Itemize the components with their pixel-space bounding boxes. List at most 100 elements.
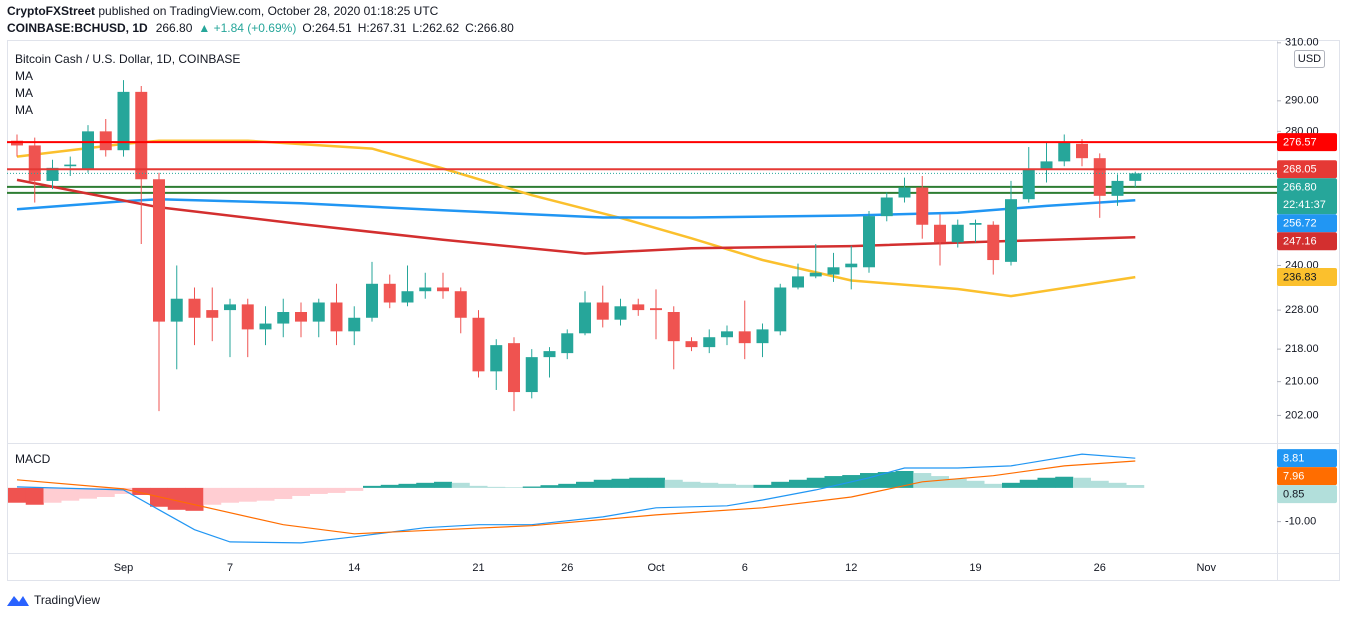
candle-body <box>738 331 751 344</box>
candle-body <box>241 304 254 330</box>
histogram-bar <box>860 473 878 488</box>
price-label-box <box>1277 232 1337 251</box>
x-tick-label: 21 <box>472 562 484 574</box>
histogram-bar <box>327 487 346 493</box>
line-series <box>16 460 1136 535</box>
candle-body <box>703 337 716 348</box>
low: L:262.62 <box>412 21 459 35</box>
y-tick-label: 310.00 <box>1285 37 1319 49</box>
legend-entry: MA <box>15 69 33 83</box>
y-tick-label: 218.00 <box>1285 343 1319 355</box>
candle-body <box>916 187 929 225</box>
candle-body <box>632 304 645 311</box>
candle-body <box>774 287 787 332</box>
histogram-bar <box>469 485 488 488</box>
histogram-bar <box>753 484 772 488</box>
candle-body <box>28 145 41 181</box>
histogram-bar <box>1126 485 1145 488</box>
histogram-bar <box>79 487 97 499</box>
histogram-bar <box>274 487 293 500</box>
candle-body <box>401 291 414 303</box>
x-tick-label: Nov <box>1196 562 1216 574</box>
price-label: 268.05 <box>1283 164 1317 176</box>
price-label: 266.80 <box>1283 182 1317 194</box>
histogram-bar <box>824 476 843 488</box>
candle-body <box>1129 173 1142 181</box>
candle-body <box>525 357 538 393</box>
legend-entry: MA <box>15 86 33 100</box>
frame <box>7 40 1340 581</box>
histogram-bar <box>256 487 275 501</box>
x-tick-label: 7 <box>227 562 233 574</box>
histogram-bar <box>132 487 151 495</box>
histogram-bar <box>1108 482 1127 488</box>
x-tick-label: 26 <box>561 562 573 574</box>
countdown: 22:41:37 <box>1283 199 1326 211</box>
candle-body <box>135 91 148 180</box>
histogram-bar <box>806 477 825 488</box>
histogram-bar <box>1002 482 1020 488</box>
histogram-bar <box>380 484 399 488</box>
candle-body <box>792 276 804 288</box>
candle-body <box>295 312 307 322</box>
x-tick-label: 6 <box>742 562 748 574</box>
candle-body <box>277 312 290 324</box>
price-label: 247.16 <box>1283 236 1317 248</box>
candle-body <box>312 302 325 322</box>
price-label-box <box>1277 133 1337 152</box>
candle-body <box>1093 158 1106 196</box>
price-label: 276.57 <box>1283 136 1317 148</box>
candle-body <box>170 298 183 322</box>
histogram-bar <box>505 487 523 488</box>
price-label: 8.81 <box>1283 453 1304 465</box>
logo-icon <box>7 596 29 606</box>
candle-body <box>898 187 911 198</box>
candle-body <box>206 310 219 318</box>
price-label-box <box>1277 160 1337 179</box>
histogram-bar <box>664 479 683 488</box>
unit-box <box>1294 50 1325 68</box>
candle-body <box>543 351 556 358</box>
histogram-bar <box>540 485 559 488</box>
histogram-bar <box>611 478 630 488</box>
histogram-bar <box>451 482 470 488</box>
histogram-bar <box>238 487 257 502</box>
candle-body <box>934 224 946 243</box>
histogram-bar <box>647 477 665 488</box>
candle-body <box>366 283 378 318</box>
histogram-bar <box>434 481 452 488</box>
y-tick-label: 228.00 <box>1285 304 1319 316</box>
histogram-bar <box>1073 477 1091 488</box>
histogram-bar <box>25 487 44 505</box>
candle-body <box>685 341 698 348</box>
price-label-box <box>1277 467 1337 486</box>
histogram-bar <box>345 487 364 491</box>
histogram-bar <box>700 482 719 488</box>
candle-body <box>650 308 662 311</box>
candle-body <box>188 298 201 318</box>
candle-body <box>437 287 449 292</box>
line-series <box>16 453 1136 544</box>
candle-body <box>259 323 272 330</box>
histogram-bar <box>43 487 62 503</box>
histogram-bar <box>221 487 239 503</box>
x-tick-label: Oct <box>647 562 664 574</box>
histogram-bar <box>185 487 204 511</box>
histogram-bar <box>895 471 914 488</box>
histogram-bar <box>487 486 506 488</box>
histogram-bar <box>558 483 577 488</box>
candle-body <box>756 329 769 344</box>
candle-body <box>490 345 503 372</box>
histogram-bar <box>292 487 310 496</box>
candle-body <box>827 267 840 275</box>
candle-body <box>667 312 680 342</box>
candle-body <box>508 343 520 393</box>
price-label: 0.85 <box>1283 489 1304 501</box>
candle-body <box>348 317 361 332</box>
candle-body <box>1040 161 1053 170</box>
histogram-bar <box>576 481 594 488</box>
histogram-bar <box>593 479 612 488</box>
x-tick-label: 14 <box>348 562 360 574</box>
histogram-bar <box>1055 476 1074 488</box>
